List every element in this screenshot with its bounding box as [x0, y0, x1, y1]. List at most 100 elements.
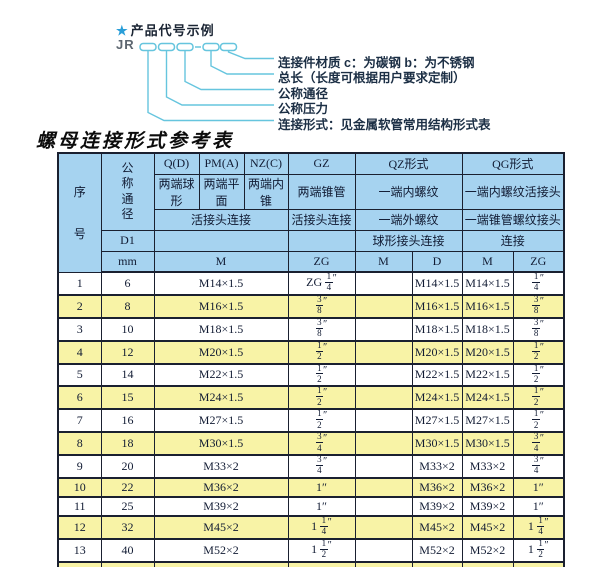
table-row: 3 10 M18×1.5 3 8 ″ M18×1.5 M18×1.5 3 8 ″ — [57, 317, 565, 342]
nut-connection-table: 序号 公称通径 Q(D) PM(A) NZ(C) GZ QZ形式 QG形式 两端… — [57, 152, 565, 567]
cell-gz: 1 2 ″ — [287, 340, 356, 365]
table-title: 螺母连接形式参考表 — [36, 131, 235, 152]
cell-qz_m — [354, 340, 413, 365]
code-connector-graphic — [139, 42, 274, 122]
cell-mm: 25 — [100, 496, 155, 517]
cell-gz: 3 8 ″ — [287, 317, 356, 342]
table-row: 6 15 M24×1.5 1 2 ″ M24×1.5 M24×1.5 1 2 ″ — [57, 385, 565, 411]
cell-seq: 2 — [57, 294, 102, 319]
cell-qg_m: M20×1.5 — [461, 340, 514, 365]
cell-qg_m: M52×2 — [461, 538, 514, 563]
cell-m: M16×1.5 — [153, 294, 289, 319]
product-code-diagram: ★ 产品代号示例 JR 连接件材质 c：为碳钢 b：为不锈钢 总长（长度可根据用户… — [0, 0, 600, 150]
cell-qg_m: M36×2 — [461, 477, 514, 498]
code-box-5 — [219, 42, 238, 52]
header-connect: 连接 — [461, 229, 565, 252]
leader-line-material — [227, 51, 274, 60]
cell-qg_m: M45×2 — [461, 515, 514, 540]
cell-gz: 1 2 ″ — [287, 408, 356, 434]
cell-gz: 3 8 ″ — [287, 294, 356, 319]
cell-mm: 12 — [100, 340, 155, 365]
cell-m: M64×2 — [153, 561, 289, 567]
cell-seq: 12 — [57, 515, 102, 540]
cell-m: M36×2 — [153, 477, 289, 498]
header-unit-qz-m: M — [354, 250, 413, 273]
cell-mm: 50 — [100, 561, 155, 567]
cell-qz_d: M39×2 — [411, 496, 463, 517]
cell-gz: 3 4 ″ — [287, 454, 356, 479]
cell-m: M52×2 — [153, 538, 289, 563]
leader-line-length — [210, 51, 274, 75]
cell-qz_m — [354, 477, 413, 498]
cell-mm: 6 — [100, 271, 155, 296]
cell-qz_m — [354, 294, 413, 319]
cell-qz_d: M20×1.5 — [411, 340, 463, 365]
header-d1: D1 — [100, 229, 155, 252]
cell-mm: 22 — [100, 477, 155, 498]
label-connection-form: 连接形式：见金属软管常用结构形式表 — [278, 118, 491, 132]
cell-m: M33×2 — [153, 454, 289, 479]
cell-qz_d: M24×1.5 — [411, 385, 463, 411]
cell-qz_m — [354, 515, 413, 540]
cell-qz_d: M27×1.5 — [411, 408, 463, 434]
cell-qg_zg: 1 2 ″ — [512, 340, 565, 365]
cell-qg_m: M39×2 — [461, 496, 514, 517]
cell-seq: 13 — [57, 538, 102, 563]
header-group-qd: Q(D) — [153, 152, 200, 175]
header-group-pma: PM(A) — [198, 152, 245, 175]
cell-gz: 2″ — [287, 561, 356, 567]
cell-mm: 15 — [100, 385, 155, 411]
header-group-qz: QZ形式 — [354, 152, 463, 175]
table-body: 1 6 M14×1.5 ZG 1 4 ″ M14×1.5 M14×1.5 1 4 ″ 2 8 M16×1.… — [57, 271, 565, 567]
header-ball-joint: 球形接头连接 — [354, 229, 463, 252]
cell-seq: 4 — [57, 340, 102, 365]
cell-qg_zg: 3 4 ″ — [512, 431, 565, 456]
table-row: 13 40 M52×2 1 1 2 ″ M52×2 M52×2 1 1 2 ″ — [57, 538, 565, 563]
table-header: 序号 公称通径 Q(D) PM(A) NZ(C) GZ QZ形式 QG形式 两端… — [57, 152, 565, 273]
cell-seq: 6 — [57, 385, 102, 411]
cell-seq: 10 — [57, 477, 102, 498]
header-conn-taper: 一端锥管螺纹接头 — [461, 208, 565, 231]
table-row: 12 32 M45×2 1 1 4 ″ M45×2 M45×2 1 1 4 ″ — [57, 515, 565, 540]
header-conn-union: 活接头连接 — [153, 208, 289, 231]
cell-mm: 14 — [100, 363, 155, 388]
cell-qz_m — [354, 363, 413, 388]
header-desc-gz: 两端锥管 — [287, 173, 356, 210]
header-desc-qz: 一端内螺纹 — [354, 173, 463, 210]
cell-qz_d: M16×1.5 — [411, 294, 463, 319]
cell-m: M39×2 — [153, 496, 289, 517]
cell-seq: 7 — [57, 408, 102, 434]
cell-qg_zg: 1 1 4 ″ — [512, 515, 565, 540]
cell-gz: ZG 1 4 ″ — [287, 271, 356, 296]
table-row: 4 12 M20×1.5 1 2 ″ M20×1.5 M20×1.5 1 2 ″ — [57, 340, 565, 365]
cell-seq: 5 — [57, 363, 102, 388]
header-desc-qd: 两端球形 — [153, 173, 200, 210]
header-empty-gz — [287, 229, 356, 252]
code-box-2 — [157, 42, 176, 52]
cell-gz: 1 1 4 ″ — [287, 515, 356, 540]
cell-qz_d: M33×2 — [411, 454, 463, 479]
table-row: 1450M64×22″M64×2M64×22″ — [57, 561, 565, 567]
cell-qz_m — [354, 408, 413, 434]
cell-gz: 1″ — [287, 496, 356, 517]
cell-qz_d: M36×2 — [411, 477, 463, 498]
header-unit-zg: ZG — [287, 250, 356, 273]
cell-m: M14×1.5 — [153, 271, 289, 296]
cell-mm: 40 — [100, 538, 155, 563]
cell-qg_zg: 3 4 ″ — [512, 454, 565, 479]
cell-mm: 10 — [100, 317, 155, 342]
cell-qg_zg: 3 8 ″ — [512, 317, 565, 342]
cell-qz_m — [354, 496, 413, 517]
cell-qz_d: M14×1.5 — [411, 271, 463, 296]
header-desc-qg: 一端内螺纹活接头 — [461, 173, 565, 210]
cell-qg_m: M27×1.5 — [461, 408, 514, 434]
cell-mm: 18 — [100, 431, 155, 456]
cell-m: M45×2 — [153, 515, 289, 540]
cell-seq: 11 — [57, 496, 102, 517]
header-desc-nzc: 两端内锥 — [243, 173, 289, 210]
header-group-gz: GZ — [287, 152, 356, 175]
code-box-1 — [139, 42, 157, 52]
header-unit-qg-zg: ZG — [512, 250, 565, 273]
cell-qg_m: M16×1.5 — [461, 294, 514, 319]
